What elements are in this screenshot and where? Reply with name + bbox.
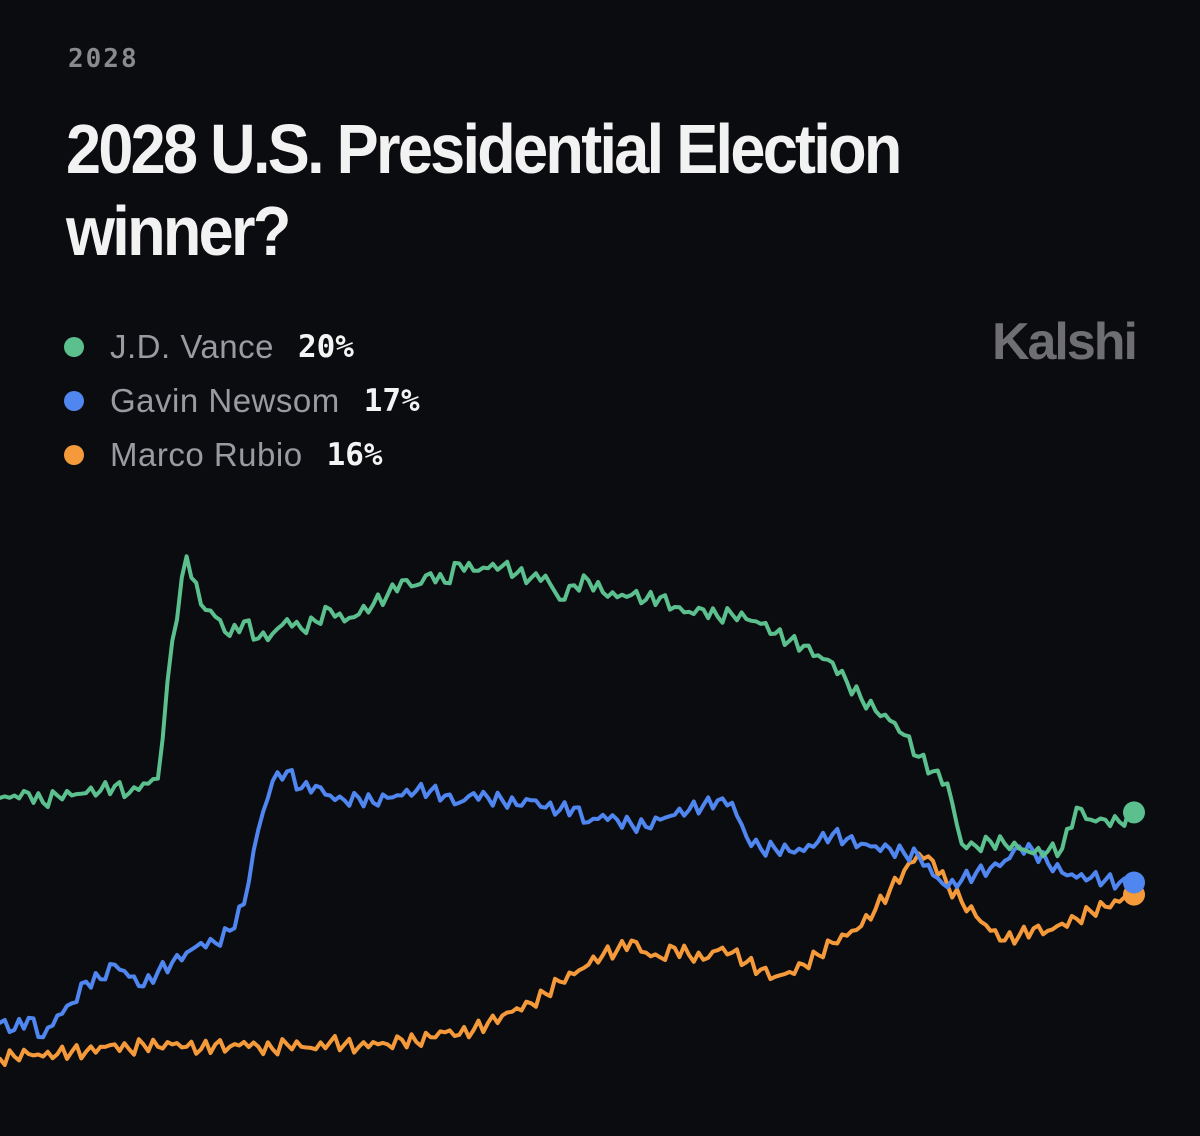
eyebrow-label: 2028: [68, 44, 139, 74]
series-endpoint-j-d-vance: [1123, 801, 1145, 824]
series-endpoint-gavin-newsom: [1123, 871, 1145, 894]
line-chart: [0, 554, 1145, 1067]
legend-item-newsom: Gavin Newsom 17%: [64, 374, 420, 428]
legend-item-rubio: Marco Rubio 16%: [64, 428, 420, 482]
kalshi-logo: Kalshi: [991, 313, 1138, 371]
legend-item-vance: J.D. Vance 20%: [64, 320, 420, 374]
legend-name: Gavin Newsom: [110, 382, 340, 419]
legend-name: Marco Rubio: [110, 436, 303, 473]
legend-dot: [64, 391, 84, 411]
legend-dot: [64, 445, 84, 465]
legend-value: 17%: [363, 383, 420, 419]
chart-title: 2028 U.S. Presidential Election winner?: [66, 110, 902, 270]
series-line-gavin-newsom: [0, 768, 1136, 1040]
legend-value: 20%: [297, 329, 354, 365]
legend-name: J.D. Vance: [110, 328, 274, 365]
series-line-marco-rubio: [0, 851, 1136, 1067]
legend-dot: [64, 337, 84, 357]
legend: J.D. Vance 20% Gavin Newsom 17% Marco Ru…: [64, 320, 420, 482]
series-line-j-d-vance: [0, 554, 1136, 859]
legend-value: 16%: [326, 437, 383, 473]
